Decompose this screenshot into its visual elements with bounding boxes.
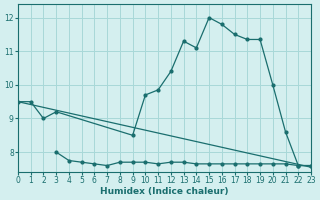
X-axis label: Humidex (Indice chaleur): Humidex (Indice chaleur) (100, 187, 229, 196)
